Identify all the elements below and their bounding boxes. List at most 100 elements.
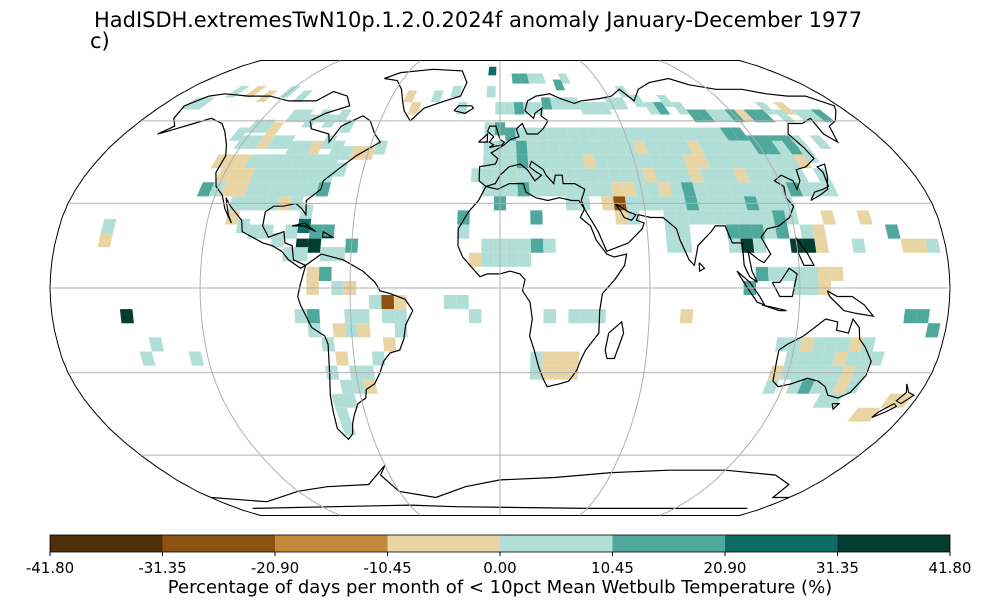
grid-cell bbox=[612, 97, 629, 110]
grid-cell bbox=[812, 168, 833, 183]
grid-cell bbox=[247, 224, 262, 239]
grid-cell bbox=[670, 154, 688, 169]
grid-cell bbox=[648, 127, 665, 141]
grid-cell bbox=[518, 252, 532, 267]
grid-cell bbox=[515, 140, 528, 155]
coastline bbox=[252, 504, 748, 509]
grid-cell bbox=[189, 97, 216, 110]
grid-cell bbox=[771, 140, 793, 155]
grid-cell bbox=[319, 168, 336, 183]
grid-cell bbox=[562, 168, 576, 183]
grid-cell bbox=[830, 266, 844, 281]
grid-cell bbox=[579, 140, 594, 155]
grid-cell bbox=[692, 182, 709, 197]
grid-cell bbox=[526, 73, 538, 84]
grid-cell bbox=[820, 351, 837, 366]
grid-cell bbox=[537, 140, 550, 155]
coastline bbox=[157, 90, 382, 270]
colorbar-tick-label: 31.35 bbox=[816, 559, 859, 577]
grid-cell bbox=[622, 182, 637, 197]
grid-cell bbox=[256, 182, 273, 197]
grid-cell bbox=[709, 127, 729, 141]
grid-cell bbox=[264, 122, 285, 136]
coastline bbox=[384, 68, 468, 122]
grid-cell bbox=[549, 97, 563, 110]
grid-cell bbox=[578, 102, 593, 115]
grid-cell bbox=[679, 309, 694, 324]
grid-cell bbox=[770, 154, 790, 169]
grid-cell bbox=[255, 154, 274, 169]
grid-cell bbox=[506, 238, 519, 253]
grid-cell bbox=[552, 182, 566, 197]
grid-cell bbox=[296, 168, 313, 183]
grid-cell bbox=[587, 102, 603, 115]
grid-cell bbox=[335, 407, 352, 422]
grid-cell bbox=[925, 323, 941, 338]
colorbar-swatch bbox=[612, 535, 725, 552]
grid-cell bbox=[760, 140, 782, 155]
colorbar-swatch bbox=[50, 535, 163, 552]
grid-cell bbox=[615, 154, 631, 169]
grid-cell bbox=[402, 90, 418, 103]
grid-cell bbox=[686, 109, 706, 123]
grid-cell bbox=[744, 168, 763, 183]
grid-cell bbox=[319, 247, 333, 262]
grid-cell bbox=[611, 140, 627, 155]
grid-cell bbox=[321, 224, 336, 239]
grid-cell bbox=[675, 210, 690, 225]
grid-cell bbox=[530, 210, 543, 225]
grid-cell bbox=[698, 168, 716, 183]
grid-cell bbox=[568, 309, 582, 324]
grid-cell bbox=[654, 140, 671, 155]
grid-cell bbox=[811, 337, 827, 352]
grid-cell bbox=[357, 323, 371, 338]
grid-cell bbox=[820, 210, 837, 225]
grid-cell bbox=[652, 102, 671, 115]
grid-cell bbox=[235, 218, 251, 233]
grid-cell bbox=[265, 135, 286, 149]
grid-cell bbox=[733, 109, 756, 123]
grid-cell bbox=[329, 140, 346, 155]
grid-cell bbox=[832, 379, 851, 394]
grid-cell bbox=[832, 351, 849, 366]
grid-cell bbox=[729, 127, 751, 141]
grid-cell bbox=[614, 210, 629, 225]
grid-cell bbox=[575, 182, 590, 197]
grid-cell bbox=[678, 238, 693, 253]
grid-cell bbox=[629, 94, 647, 107]
grid-cell bbox=[707, 140, 727, 155]
grid-cell bbox=[338, 119, 356, 133]
grid-cell bbox=[488, 66, 497, 76]
grid-cell bbox=[505, 127, 516, 141]
grid-cell bbox=[284, 168, 302, 183]
grid-cell bbox=[900, 238, 916, 253]
grid-cell bbox=[306, 266, 320, 281]
grid-cell bbox=[242, 85, 268, 98]
grid-cell bbox=[356, 309, 370, 324]
grid-cell bbox=[511, 73, 521, 84]
grid-cell bbox=[119, 309, 134, 324]
grid-cell bbox=[619, 168, 634, 183]
grid-cell bbox=[486, 85, 496, 98]
grid-cell bbox=[338, 146, 355, 160]
grid-cell bbox=[470, 168, 483, 183]
colorbar-tick-label: -10.45 bbox=[363, 559, 412, 577]
grid-cell bbox=[740, 238, 755, 253]
grid-cell bbox=[795, 351, 812, 366]
grid-cell bbox=[755, 168, 774, 183]
grid-cell bbox=[642, 168, 658, 183]
grid-cell bbox=[915, 309, 930, 324]
grid-cell bbox=[664, 224, 679, 239]
grid-cell bbox=[715, 182, 732, 197]
grid-cell bbox=[884, 224, 901, 239]
grid-cell bbox=[727, 182, 744, 197]
grid-cell bbox=[233, 154, 252, 169]
grid-cell bbox=[714, 109, 736, 123]
grid-cell bbox=[668, 127, 687, 141]
grid-cell bbox=[484, 122, 495, 136]
grid-cell bbox=[573, 168, 588, 183]
grid-cell bbox=[695, 109, 716, 123]
grid-cell bbox=[519, 73, 530, 84]
coastline bbox=[604, 320, 625, 360]
grid-cell bbox=[585, 168, 600, 183]
